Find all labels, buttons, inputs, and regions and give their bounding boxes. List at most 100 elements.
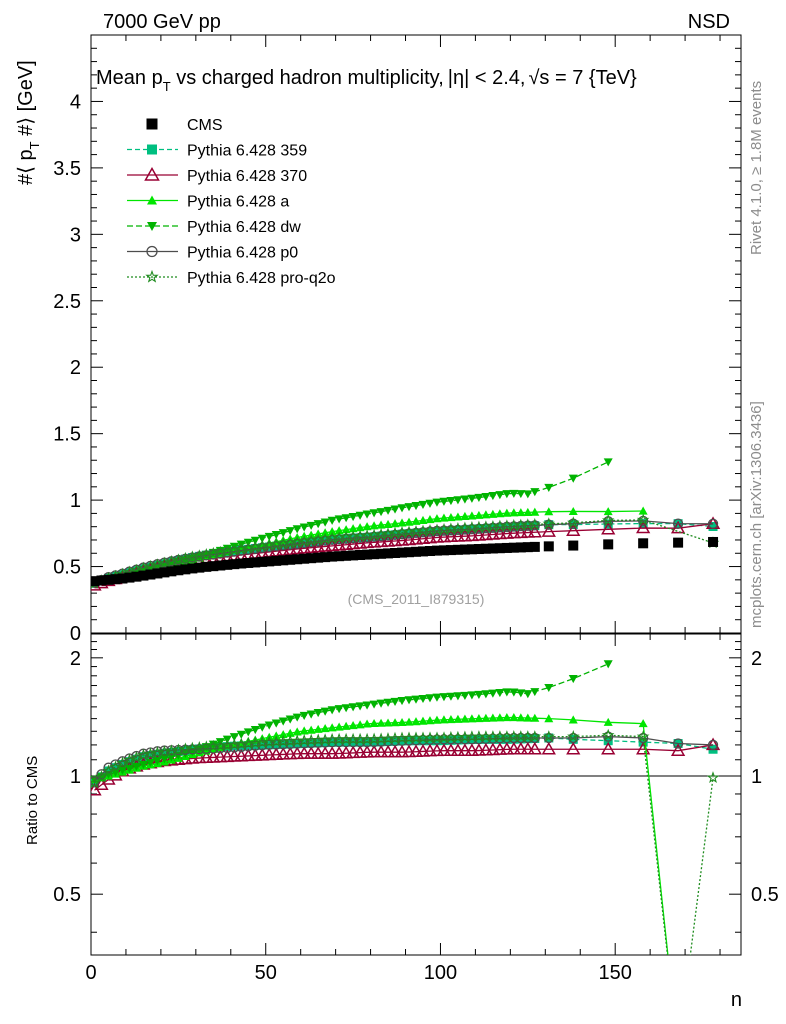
data-point bbox=[278, 555, 289, 566]
data-point bbox=[341, 514, 351, 523]
y-tick-label: 2 bbox=[70, 357, 81, 379]
data-point bbox=[146, 245, 158, 258]
data-point bbox=[248, 748, 263, 761]
data-point bbox=[306, 521, 316, 530]
data-point bbox=[234, 748, 249, 762]
data-point bbox=[453, 735, 463, 745]
data-point bbox=[327, 551, 338, 562]
data-point bbox=[495, 509, 505, 518]
data-point bbox=[411, 516, 421, 525]
data-point bbox=[313, 520, 323, 529]
data-point bbox=[494, 543, 505, 554]
data-point bbox=[355, 511, 365, 520]
data-point bbox=[404, 517, 414, 526]
data-point bbox=[313, 529, 323, 538]
data-point bbox=[492, 742, 508, 755]
data-point bbox=[147, 222, 157, 231]
data-point bbox=[453, 496, 463, 505]
data-point bbox=[215, 546, 225, 555]
data-point bbox=[502, 508, 512, 517]
data-point bbox=[492, 526, 508, 540]
data-point bbox=[145, 569, 156, 580]
data-point bbox=[227, 749, 242, 762]
data-point bbox=[443, 743, 459, 756]
data-point bbox=[516, 713, 526, 722]
data-point bbox=[311, 746, 326, 759]
y-tick-label: 1 bbox=[70, 490, 81, 512]
data-point bbox=[450, 529, 466, 542]
data-point bbox=[707, 518, 719, 529]
data-point bbox=[670, 743, 686, 756]
data-point bbox=[601, 741, 616, 755]
data-point bbox=[429, 743, 445, 757]
data-point bbox=[523, 713, 533, 722]
data-point bbox=[528, 517, 542, 530]
data-point bbox=[278, 529, 288, 538]
data-point bbox=[488, 689, 498, 698]
data-point bbox=[708, 536, 719, 547]
data-point bbox=[380, 744, 396, 758]
legend-entry: Pythia 6.428 a bbox=[127, 194, 289, 211]
data-point bbox=[327, 516, 337, 525]
data-point bbox=[411, 502, 421, 511]
data-point bbox=[429, 530, 445, 543]
data-point bbox=[487, 543, 498, 554]
data-point bbox=[257, 723, 267, 732]
data-point bbox=[485, 742, 501, 756]
data-point bbox=[131, 762, 141, 771]
data-point bbox=[513, 525, 528, 539]
data-point bbox=[348, 720, 358, 730]
data-point bbox=[542, 730, 556, 742]
data-point bbox=[341, 721, 351, 730]
data-point bbox=[603, 507, 613, 516]
data-point bbox=[91, 576, 100, 587]
data-point bbox=[473, 544, 484, 555]
data-point bbox=[229, 559, 240, 570]
data-point bbox=[285, 715, 295, 724]
data-point bbox=[411, 717, 421, 726]
legend-entry: CMS bbox=[146, 117, 223, 134]
data-point bbox=[453, 692, 463, 701]
data-point bbox=[290, 746, 305, 760]
data-point bbox=[320, 518, 330, 527]
data-point bbox=[450, 743, 466, 756]
data-point bbox=[568, 506, 578, 516]
data-point bbox=[366, 744, 382, 758]
data-point bbox=[425, 694, 435, 703]
data-point bbox=[453, 714, 463, 723]
data-point bbox=[222, 544, 232, 553]
data-point bbox=[636, 520, 651, 534]
data-point bbox=[485, 527, 501, 540]
mcplots-label: mcplots.cern.ch [arXiv:1306.3436] bbox=[748, 401, 765, 628]
data-point bbox=[603, 458, 613, 467]
data-point bbox=[348, 524, 358, 533]
ratio-tick-label: 1 bbox=[70, 766, 81, 788]
data-point bbox=[271, 530, 281, 540]
data-point bbox=[404, 547, 415, 558]
data-point bbox=[215, 560, 226, 571]
data-point bbox=[488, 734, 498, 744]
data-point bbox=[278, 730, 288, 739]
data-point bbox=[446, 714, 456, 724]
data-point bbox=[471, 743, 487, 756]
data-point bbox=[481, 510, 491, 519]
data-point bbox=[415, 744, 431, 757]
data-point bbox=[672, 738, 684, 749]
data-point bbox=[488, 509, 498, 518]
data-point bbox=[424, 546, 435, 557]
data-point bbox=[138, 570, 149, 581]
data-point bbox=[566, 741, 581, 755]
data-point bbox=[390, 697, 400, 707]
data-point bbox=[411, 546, 421, 557]
data-point bbox=[481, 492, 491, 502]
data-point bbox=[568, 715, 578, 724]
data-point bbox=[299, 711, 309, 721]
ratio-plot-frame bbox=[90, 633, 742, 956]
data-point bbox=[117, 766, 127, 775]
data-point bbox=[362, 701, 372, 710]
data-point bbox=[708, 521, 718, 531]
data-point bbox=[380, 534, 396, 547]
data-point bbox=[359, 744, 375, 758]
data-point bbox=[320, 552, 331, 563]
